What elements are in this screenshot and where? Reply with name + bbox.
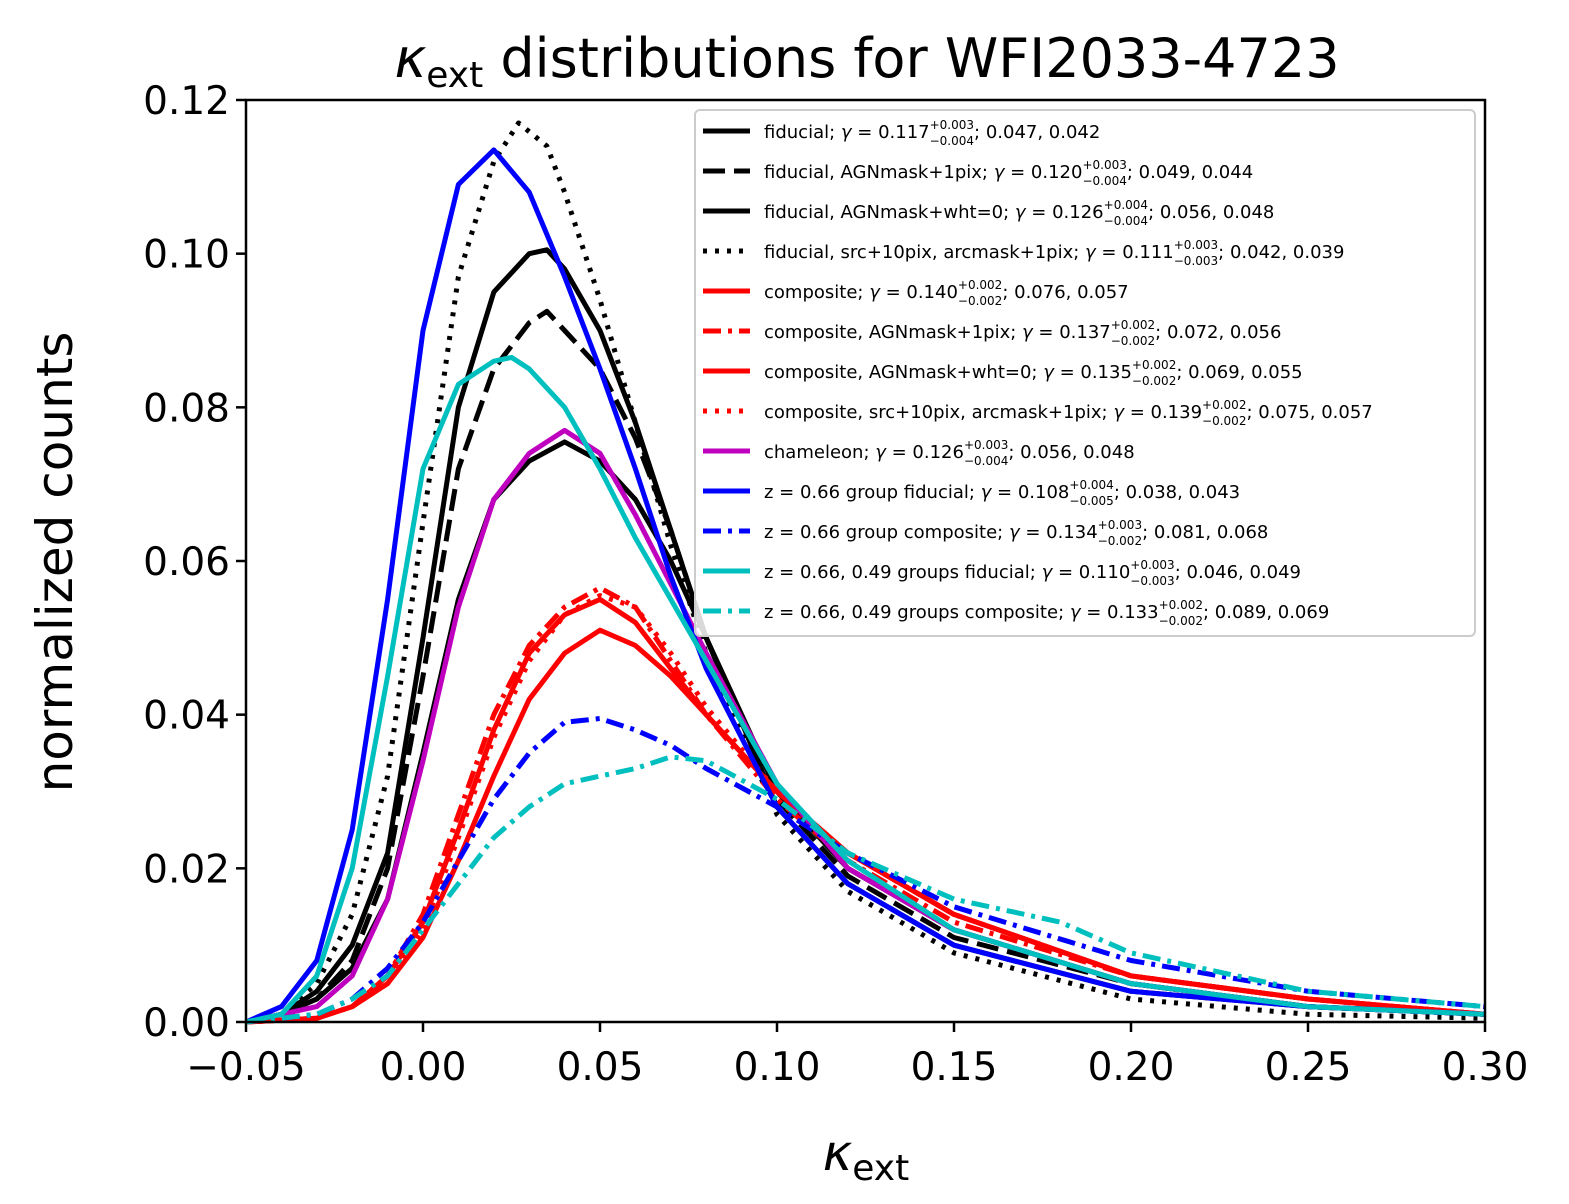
legend-entry-3: fiducial, AGNmask+wht=0; γ = 0.126+0.004… [764, 198, 1274, 228]
y-tick-label: 0.08 [143, 386, 230, 431]
legend-entry-4: fiducial, src+10pix, arcmask+1pix; γ = 0… [764, 238, 1344, 268]
y-axis: 0.00 0.02 0.04 0.06 0.08 0.10 0.12 [143, 79, 246, 1046]
x-axis-title: κext [823, 1124, 909, 1189]
y-tick-label: 0.00 [143, 1001, 230, 1046]
series-line-11 [245, 716, 1486, 1025]
legend-entry-6: composite, AGNmask+1pix; γ = 0.137+0.002… [764, 318, 1281, 348]
y-axis-title: normalized counts [26, 332, 84, 793]
series-line-10 [245, 147, 1486, 1025]
plot-area [244, 98, 1487, 1025]
x-tick-label: 0.15 [911, 1045, 998, 1090]
series-line-2 [245, 308, 1486, 1025]
legend-entry-5: composite; γ = 0.140+0.002 −0.002; 0.076,… [764, 278, 1129, 308]
legend-entry-9: chameleon; γ = 0.126+0.003 −0.004; 0.056,… [764, 438, 1135, 468]
legend-entry-7: composite, AGNmask+wht=0; γ = 0.135+0.00… [764, 358, 1303, 388]
x-tick-label: −0.05 [186, 1045, 306, 1090]
legend-entry-11: z = 0.66 group composite; γ = 0.134+0.00… [764, 518, 1268, 548]
series-line-12 [245, 354, 1486, 1025]
x-tick-label: 0.30 [1442, 1045, 1529, 1090]
x-tick-label: 0.05 [557, 1045, 644, 1090]
legend-box [694, 109, 1476, 637]
x-axis: −0.05 0.00 0.05 0.10 0.15 0.20 0.25 0.30 [186, 1022, 1528, 1090]
chart-title: κext distributions for WFI2033-4723 [394, 27, 1339, 96]
y-tick-label: 0.06 [143, 540, 230, 585]
legend: fiducial; γ = 0.117+0.003 −0.004; 0.047, … [694, 109, 1476, 637]
y-tick-label: 0.04 [143, 694, 230, 739]
series-line-8 [245, 593, 1486, 1025]
x-tick-label: 0.10 [734, 1045, 821, 1090]
legend-entry-2: fiducial, AGNmask+1pix; γ = 0.120+0.003−… [764, 158, 1253, 188]
x-tick-label: 0.00 [380, 1045, 467, 1090]
legend-entry-13: z = 0.66, 0.49 groups composite; γ = 0.1… [764, 598, 1329, 628]
x-tick-label: 0.25 [1265, 1045, 1352, 1090]
legend-entry-10: z = 0.66 group fiducial; γ = 0.108+0.004… [764, 478, 1240, 508]
y-tick-label: 0.10 [143, 233, 230, 278]
legend-entry-12: z = 0.66, 0.49 groups fiducial; γ = 0.11… [764, 558, 1301, 588]
legend-entry-8: composite, src+10pix, arcmask+1pix; γ = … [764, 398, 1373, 428]
series-line-13 [245, 754, 1486, 1025]
y-tick-label: 0.02 [143, 847, 230, 892]
y-tick-label: 0.12 [143, 79, 230, 124]
legend-entry-1: fiducial; γ = 0.117+0.003 −0.004; 0.047, … [764, 118, 1100, 148]
x-tick-label: 0.20 [1088, 1045, 1175, 1090]
